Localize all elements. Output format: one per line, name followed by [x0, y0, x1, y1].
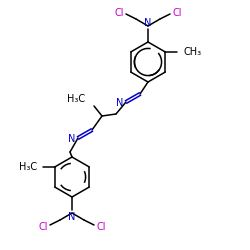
Text: N: N: [116, 98, 123, 108]
Text: Cl: Cl: [38, 222, 48, 232]
Text: H₃C: H₃C: [67, 94, 85, 104]
Text: N: N: [68, 134, 75, 144]
Text: H₃C: H₃C: [18, 162, 37, 172]
Text: N: N: [68, 212, 76, 222]
Text: Cl: Cl: [96, 222, 106, 232]
Text: CH₃: CH₃: [183, 47, 202, 57]
Text: Cl: Cl: [114, 8, 124, 18]
Text: N: N: [144, 18, 152, 28]
Text: Cl: Cl: [172, 8, 182, 18]
